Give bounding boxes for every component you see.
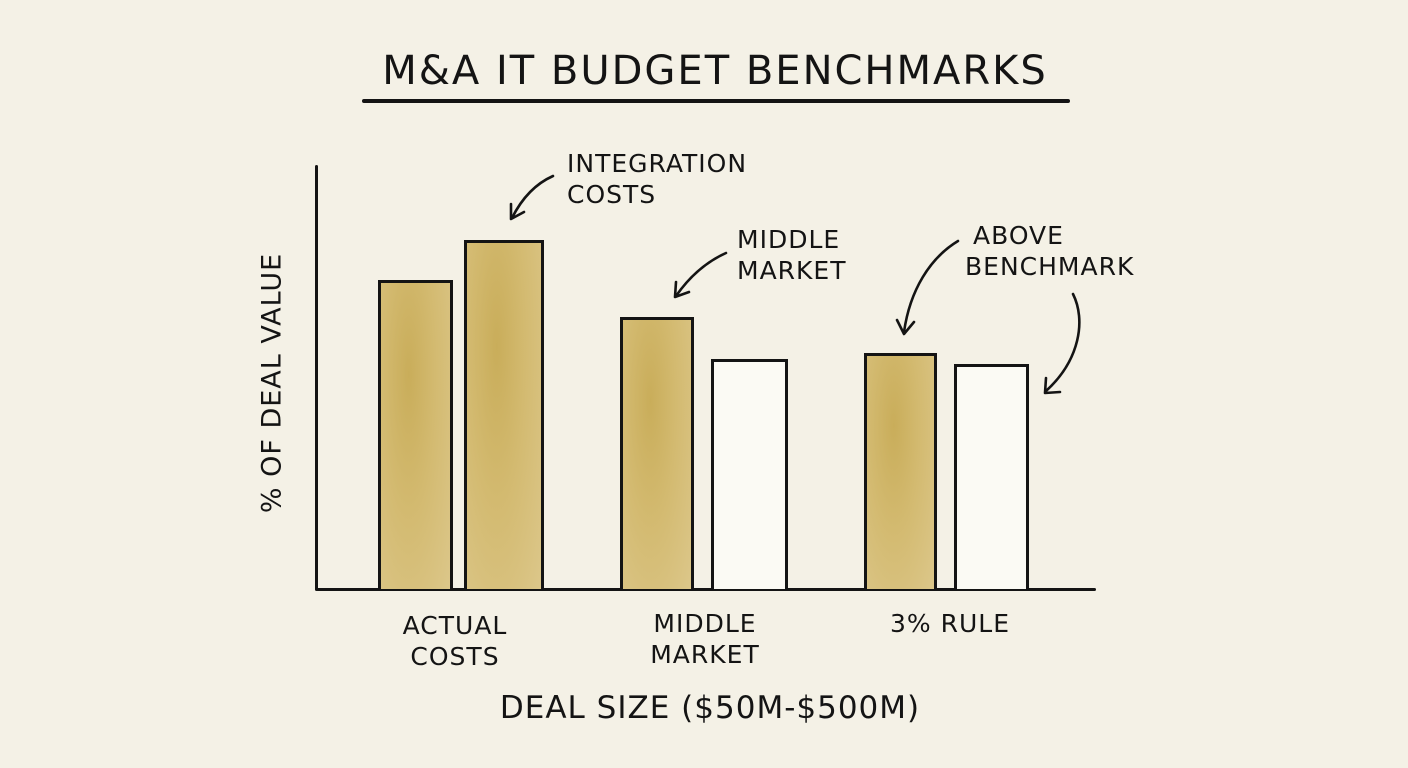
bar-3pct-rule-right [954,364,1029,589]
category-line: COSTS [410,642,500,671]
y-axis-line [315,165,318,591]
annotation-above-benchmark: ABOVE BENCHMARK [965,220,1134,282]
chart-title: M&A IT BUDGET BENCHMARKS [382,48,1048,94]
annotation-line: COSTS [567,180,657,209]
annotation-line: MIDDLE [737,225,841,254]
annotation-middle-market: MIDDLE MARKET [737,224,847,286]
bar-actual-costs-left [378,280,453,589]
annotation-line: INTEGRATION [567,149,748,178]
arrow-icon [1043,292,1081,395]
bar-actual-costs-right [464,240,544,589]
category-label-actual-costs: ACTUAL COSTS [375,610,535,672]
title-underline [362,99,1070,103]
bar-middle-market-right [711,359,788,589]
bar-3pct-rule-left [864,353,937,589]
bar-middle-market-left [620,317,694,589]
category-line: MIDDLE [653,609,757,638]
category-line: 3% RULE [889,609,1010,638]
annotation-line: ABOVE [973,221,1064,250]
annotation-integration-costs: INTEGRATION COSTS [567,148,747,210]
annotation-line: BENCHMARK [965,252,1135,281]
category-label-3pct-rule: 3% RULE [870,608,1030,639]
category-line: ACTUAL [402,611,508,640]
arrow-icon [895,239,960,336]
arrow-icon [509,174,555,221]
x-axis-label: DEAL SIZE ($50M-$500M) [499,690,921,726]
annotation-line: MARKET [737,256,847,285]
x-axis-line [316,588,1096,591]
arrow-icon [673,251,728,299]
category-line: MARKET [650,640,760,669]
category-label-middle-market: MIDDLE MARKET [625,608,785,670]
y-axis-label: % OF DEAL VALUE [256,252,288,514]
